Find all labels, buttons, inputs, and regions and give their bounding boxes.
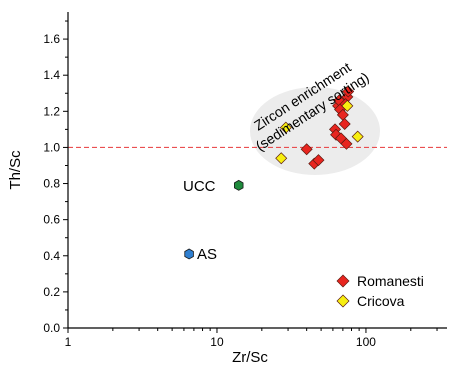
data-point-cricova [351,130,364,143]
x-tick-label: 10 [210,335,224,349]
reference-point-ucc [234,179,244,191]
legend-label-romanesti: Romanesti [357,273,424,289]
y-tick-label: 1.2 [43,104,60,118]
y-tick-label: 1.0 [43,140,60,154]
x-tick-label: 1 [65,335,72,349]
y-tick-label: 0.4 [43,249,60,263]
data-point-cricova [279,121,292,134]
legend-label-cricova: Cricova [357,293,405,309]
axes-layer: 0.0 0.2 0.4 0.6 0.8 1.0 1.2 1.4 1.6 1 10 100 [43,12,447,349]
legend-marker-romanesti [336,274,350,288]
y-tick-label: 0.6 [43,213,60,227]
as-label: AS [197,246,217,263]
reference-point-as [184,248,194,260]
data-point-cricova [275,152,288,165]
data-point-cricova [341,99,354,112]
y-tick-label: 0.2 [43,285,60,299]
points-layer [184,85,364,308]
x-axis-title: Zr/Sc [232,349,268,366]
y-tick-label: 1.4 [43,68,60,82]
y-tick-label: 0.8 [43,177,60,191]
y-axis-title: Th/Sc [7,150,24,190]
x-tick-label: 100 [356,335,376,349]
ucc-label: UCC [183,178,216,195]
legend-marker-cricova [336,294,350,308]
y-tick-label: 1.6 [43,32,60,46]
data-point-romanesti [338,117,351,130]
y-tick-label: 0.0 [43,321,60,335]
data-point-romanesti [340,137,353,150]
data-point-romanesti [312,154,325,167]
data-point-romanesti [300,143,313,156]
data-point-romanesti [342,85,355,98]
